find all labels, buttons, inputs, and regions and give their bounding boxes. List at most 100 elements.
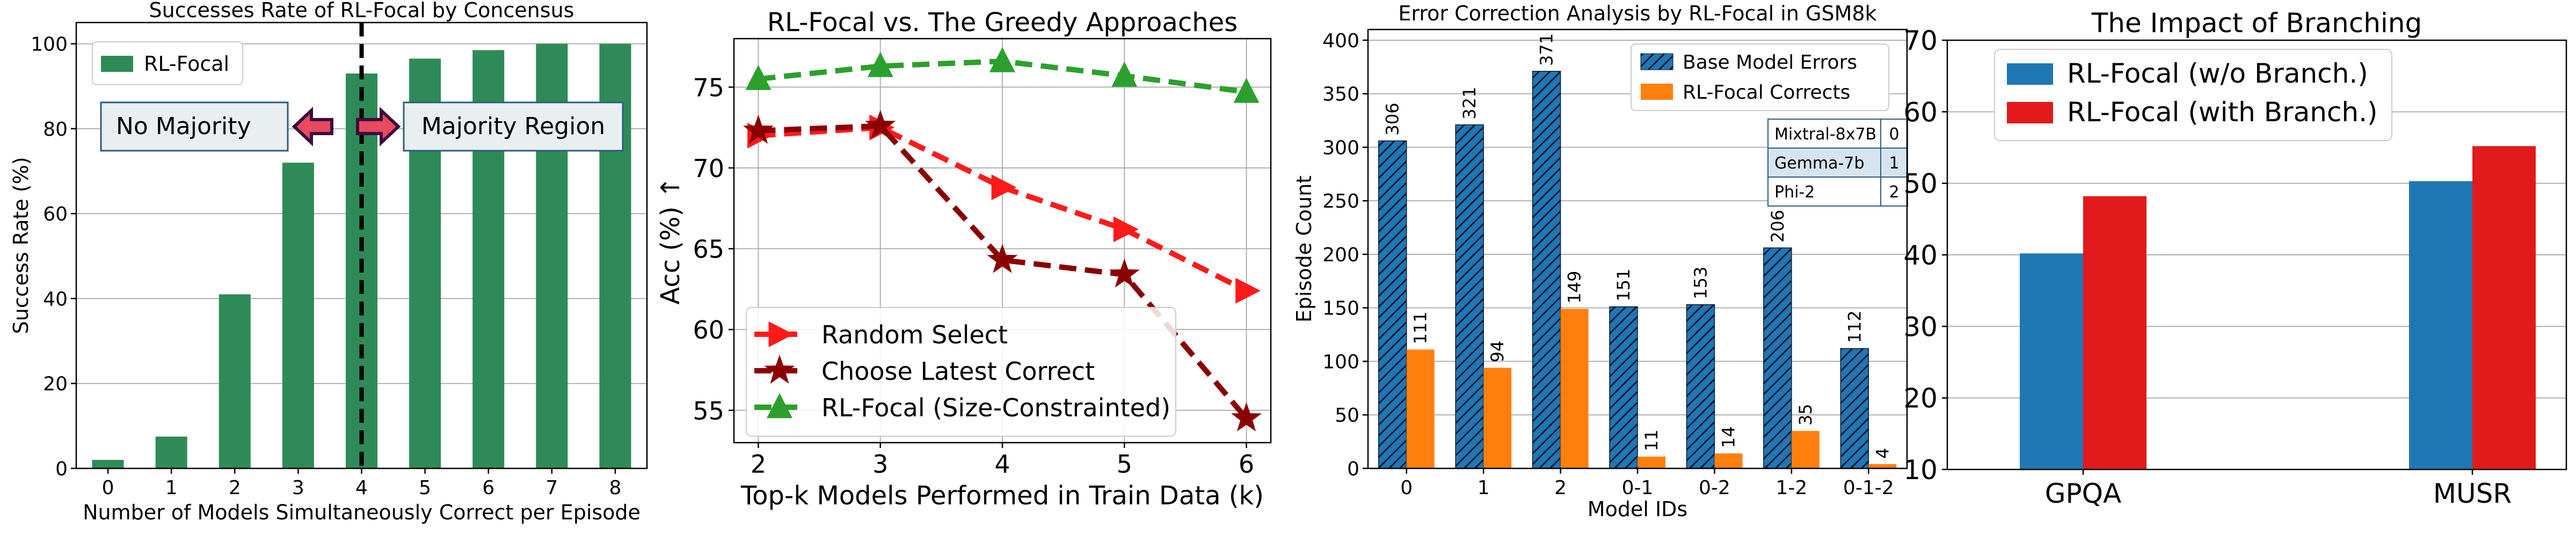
- x-tick-label: 0: [1400, 477, 1413, 499]
- series-line: [758, 123, 1249, 421]
- x-tick-label: 2: [1554, 477, 1567, 499]
- y-tick-label: 0: [1347, 458, 1359, 480]
- y-tick-label: 10: [1903, 454, 1938, 486]
- base-error-bar: [1378, 140, 1407, 469]
- y-tick-label: 0: [55, 458, 68, 480]
- bar-value-label: 371: [1537, 33, 1557, 66]
- data-point: [1235, 277, 1261, 304]
- chart-title: Successes Rate of RL-Focal by Concensus: [149, 0, 574, 22]
- legend-swatch: [2007, 102, 2053, 123]
- y-tick-label: 75: [693, 73, 724, 102]
- data-point: [865, 109, 896, 139]
- data-point: [1113, 216, 1139, 243]
- chart-title: Error Correction Analysis by RL-Focal in…: [1398, 2, 1876, 25]
- y-tick-label: 100: [31, 34, 68, 56]
- plot-frame: [75, 21, 648, 469]
- x-tick-label: 1-2: [1775, 477, 1807, 499]
- y-tick-label: 40: [1903, 240, 1938, 271]
- x-tick-label: 1: [165, 477, 178, 499]
- bar-value-label: 111: [1410, 311, 1431, 344]
- plot-frame: [1367, 28, 1908, 469]
- base-error-bar: [1609, 306, 1638, 469]
- rlfocal-correct-bar: [1791, 431, 1820, 468]
- plot-frame: [1946, 39, 2567, 471]
- x-tick-label: 6: [482, 477, 494, 499]
- base-error-bar: [1686, 304, 1715, 469]
- data-point: [1109, 258, 1140, 288]
- legend-swatch: [1641, 84, 1673, 100]
- y-tick-label: 150: [1322, 298, 1359, 320]
- bar-value-label: 4: [1872, 448, 1893, 459]
- bar-value-label: 306: [1382, 102, 1403, 135]
- x-tick-label: 5: [419, 477, 431, 499]
- legend-marker: [767, 393, 792, 418]
- legend-label: RL-Focal (with Branch.): [2067, 97, 2378, 128]
- y-tick-label: 100: [1322, 351, 1359, 373]
- chart-title: RL-Focal vs. The Greedy Approaches: [767, 8, 1238, 38]
- rlfocal-correct-bar: [1560, 309, 1589, 468]
- legend-swatch: [2007, 63, 2053, 85]
- no-majority-box: [100, 101, 289, 152]
- plot-frame: [733, 38, 1272, 444]
- legend-box: [92, 41, 243, 85]
- y-tick-label: 200: [1322, 244, 1359, 266]
- y-tick-label: 60: [43, 203, 68, 225]
- y-tick-label: 50: [1335, 405, 1359, 427]
- success-bar: [282, 163, 314, 469]
- y-tick-label: 50: [1903, 168, 1938, 200]
- without-branch-bar: [2020, 253, 2083, 469]
- x-tick-label: 0: [102, 477, 114, 499]
- x-axis-label: Number of Models Simultaneously Correct …: [83, 501, 641, 524]
- x-tick-label: 6: [1239, 450, 1254, 479]
- rlfocal-correct-bar: [1714, 453, 1743, 468]
- rlfocal-correct-bar: [1483, 368, 1512, 468]
- y-tick-label: 30: [1903, 311, 1938, 342]
- x-tick-label: 2: [751, 450, 766, 479]
- y-tick-label: 55: [693, 397, 724, 425]
- x-axis-label: Model IDs: [1588, 497, 1687, 521]
- bar-value-label: 35: [1795, 403, 1816, 425]
- success-bar: [219, 294, 251, 468]
- success-bar: [92, 460, 124, 468]
- x-tick-label: 3: [292, 477, 304, 499]
- panel-error-correction: 0501001502002503003504000306111132194237…: [1292, 2, 1908, 521]
- x-tick-label: 1: [1478, 477, 1490, 499]
- legend-box: [746, 307, 1176, 437]
- legend-box: [1994, 49, 2392, 141]
- model-table-name: Phi-2: [1774, 183, 1815, 202]
- y-tick-label: 20: [1903, 383, 1938, 414]
- base-error-bar: [1455, 124, 1484, 469]
- y-axis-label: Success Rate (%): [9, 157, 33, 334]
- bar-value-label: 153: [1690, 267, 1711, 299]
- data-point: [745, 64, 772, 90]
- data-point: [867, 52, 893, 77]
- y-tick-label: 20: [43, 373, 68, 395]
- no-majority-label: No Majority: [116, 113, 251, 140]
- majority-region-label: Majority Region: [421, 113, 605, 140]
- y-tick-label: 70: [1903, 25, 1938, 56]
- y-tick-label: 350: [1322, 84, 1359, 106]
- success-bar: [155, 436, 187, 468]
- base-error-bar: [1840, 348, 1869, 469]
- data-point: [1231, 402, 1262, 432]
- x-axis-label: Top-k Models Performed in Train Data (k): [740, 481, 1264, 511]
- y-axis-label: Episode Count: [1292, 175, 1316, 322]
- y-tick-label: 40: [43, 288, 68, 310]
- rlfocal-correct-bar: [1638, 457, 1665, 468]
- x-tick-label: MUSR: [2433, 478, 2512, 509]
- x-tick-label: 5: [1117, 450, 1132, 479]
- legend-label: Base Model Errors: [1683, 52, 1857, 74]
- bar-value-label: 14: [1718, 426, 1738, 448]
- x-tick-label: GPQA: [2045, 478, 2121, 509]
- x-tick-label: 0-1: [1622, 477, 1654, 499]
- legend-marker: [768, 321, 794, 347]
- model-table-name-cell: [1767, 177, 1881, 207]
- panel-consensus-success: 0 20 40 60 80 100 0 1 2 3 4 5 6 7 8 No Majority Majority…: [9, 0, 648, 524]
- legend-label: RL-Focal: [144, 52, 229, 76]
- bar-value-label: 321: [1459, 86, 1480, 119]
- y-tick-label: 80: [43, 119, 68, 141]
- majority-region-box: [403, 101, 624, 152]
- bar-value-label: 94: [1487, 341, 1508, 363]
- x-tick-label: 0-2: [1699, 477, 1730, 499]
- x-tick-label: 4: [355, 477, 368, 499]
